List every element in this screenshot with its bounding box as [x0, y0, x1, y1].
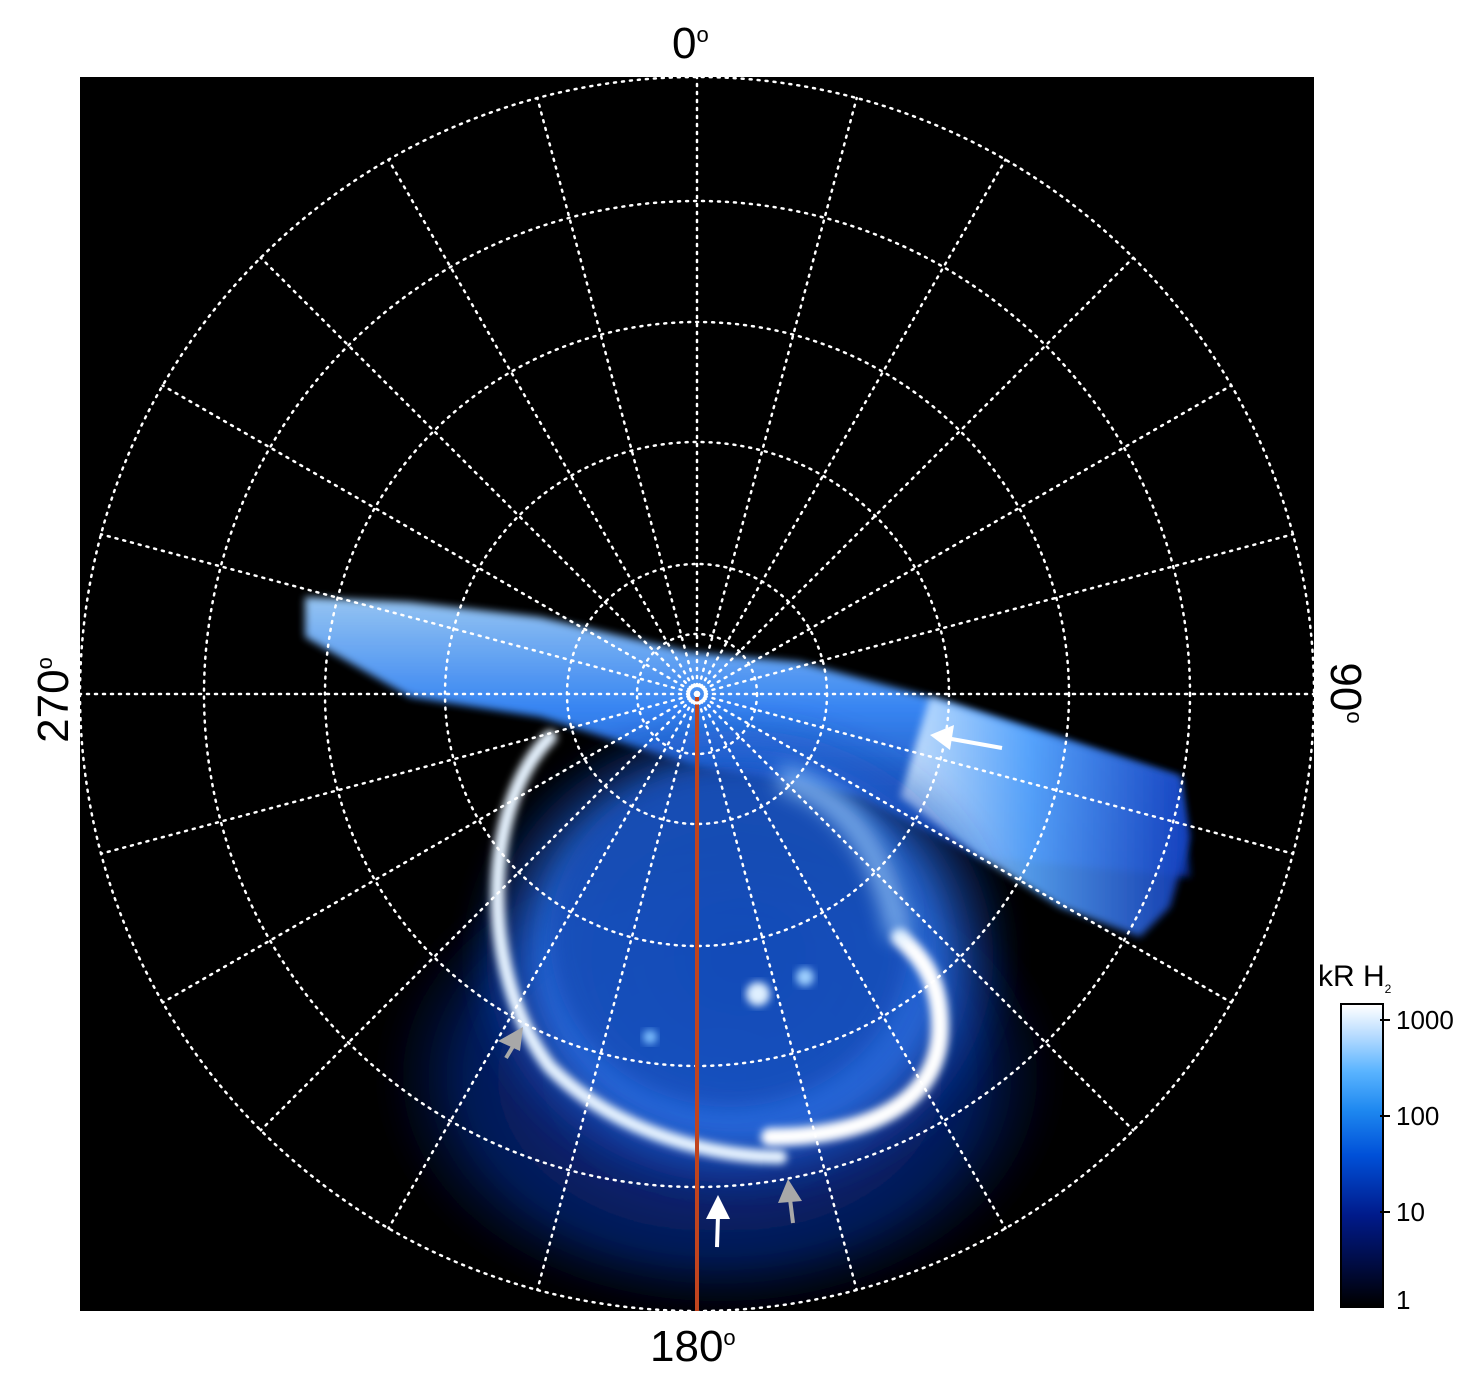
longitude-meridian: [536, 96, 699, 696]
longitude-meridian: [161, 692, 699, 1004]
longitude-label-270: 270o: [29, 657, 78, 743]
polar-grid: [80, 77, 1314, 1311]
longitude-meridian: [695, 96, 858, 696]
longitude-meridian: [536, 692, 699, 1292]
longitude-meridian: [695, 158, 1007, 696]
colorbar: [1340, 1003, 1384, 1308]
longitude-meridian: [259, 256, 699, 696]
polar-projection-svg: [80, 77, 1314, 1311]
aurora-polar-image: [80, 77, 1314, 1311]
longitude-meridian: [259, 692, 699, 1132]
aurora-emission: [305, 597, 1190, 1311]
longitude-meridian: [695, 692, 1007, 1230]
longitude-meridian: [695, 692, 1135, 1132]
longitude-meridian: [695, 692, 1295, 855]
colorbar-tick-mark: [1380, 1211, 1390, 1213]
longitude-meridian: [695, 692, 1233, 1004]
longitude-meridian: [695, 256, 1135, 696]
longitude-meridian: [695, 533, 1295, 696]
longitude-label-90: 90o: [1321, 662, 1370, 724]
longitude-meridian: [387, 692, 699, 1230]
gray-arrow-bottom-right: [778, 1179, 802, 1224]
pole-marker: [686, 683, 708, 705]
longitude-label-180: 180o: [650, 1322, 736, 1371]
longitude-meridian: [99, 692, 699, 855]
latitude-circle: [202, 199, 1192, 1189]
colorbar-tick-10: 10: [1396, 1197, 1425, 1227]
longitude-meridian: [99, 533, 699, 696]
latitude-circle: [443, 440, 951, 948]
longitude-meridian: [695, 384, 1233, 696]
colorbar-tick-100: 100: [1396, 1101, 1440, 1131]
latitude-circle: [635, 632, 759, 756]
white-arrow-right: [930, 725, 1003, 750]
longitude-meridian: [695, 692, 858, 1292]
longitude-meridian: [387, 158, 699, 696]
longitude-meridian: [161, 384, 699, 696]
colorbar-tick-1: 1: [1396, 1285, 1411, 1315]
colorbar-tick-mark: [1380, 1019, 1390, 1021]
longitude-label-0: 0o: [672, 19, 709, 68]
colorbar-tick-1000: 1000: [1396, 1005, 1454, 1035]
colorbar-title: kR H2: [1318, 960, 1392, 996]
gray-arrow-left: [498, 1027, 523, 1060]
white-arrow-bottom: [706, 1195, 730, 1248]
colorbar-tick-mark: [1380, 1115, 1390, 1117]
